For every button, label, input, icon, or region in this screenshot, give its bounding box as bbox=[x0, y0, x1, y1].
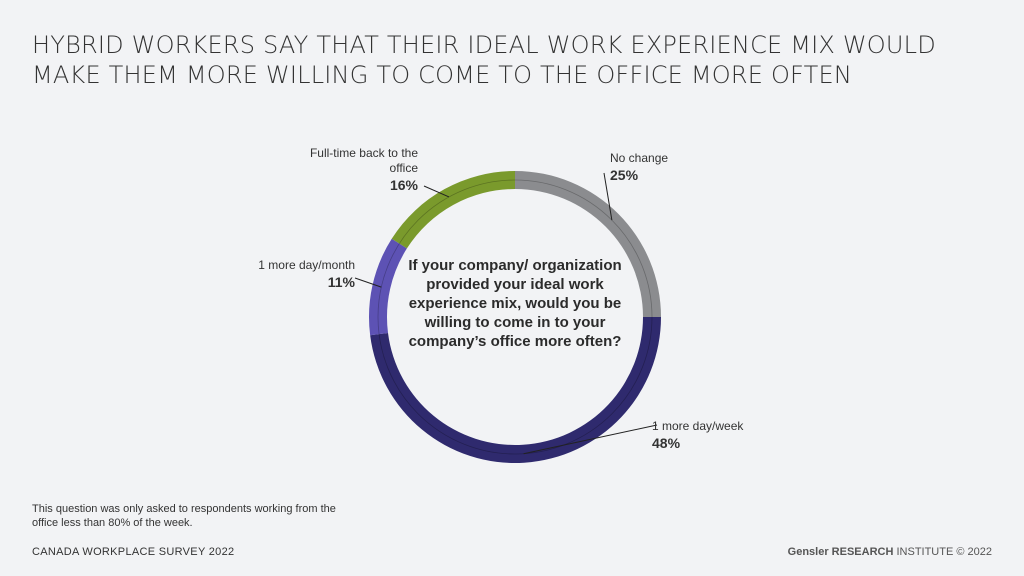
title-line-1: HYBRID WORKERS SAY THAT THEIR IDEAL WORK… bbox=[32, 31, 936, 59]
label-one-day-week-pct: 48% bbox=[652, 435, 681, 451]
footnote: This question was only asked to responde… bbox=[32, 503, 336, 529]
label-full-time-pct: 16% bbox=[389, 177, 418, 193]
title-line-2: MAKE THEM MORE WILLING TO COME TO THE OF… bbox=[32, 61, 852, 89]
leader-line-1 bbox=[523, 424, 658, 455]
label-no-change: No change 25% bbox=[610, 151, 668, 184]
survey-name: CANADA WORKPLACE SURVEY 2022 bbox=[32, 546, 235, 558]
leader-line-0 bbox=[603, 172, 613, 221]
label-full-time-text: Full-time back to the office bbox=[309, 146, 418, 175]
label-full-time: Full-time back to the office 16% bbox=[300, 146, 418, 194]
label-one-day-month-pct: 11% bbox=[327, 274, 355, 290]
leader-line-2 bbox=[354, 277, 382, 288]
donut-midline bbox=[377, 179, 653, 455]
label-no-change-text: No change bbox=[610, 151, 669, 165]
label-one-day-week-text: 1 more day/week bbox=[652, 419, 744, 433]
leader-line-3 bbox=[423, 185, 450, 198]
label-one-day-month-text: 1 more day/month bbox=[258, 258, 355, 272]
label-one-day-month: 1 more day/month 11% bbox=[225, 258, 355, 291]
label-one-day-week: 1 more day/week 48% bbox=[652, 419, 743, 452]
brand-name: Gensler RESEARCH bbox=[787, 546, 894, 558]
slice-no-change bbox=[515, 171, 661, 317]
slice-1-more-day-month bbox=[368, 238, 407, 336]
label-no-change-pct: 25% bbox=[610, 167, 639, 183]
brand-institute: INSTITUTE © 2022 bbox=[893, 546, 992, 558]
slice-1-more-day-week bbox=[370, 317, 661, 464]
slice-full-time-back-to-the-office bbox=[391, 171, 515, 249]
chart-center-question: If your company/ organization provided y… bbox=[408, 257, 622, 350]
brand-credit: Gensler RESEARCH INSTITUTE © 2022 bbox=[788, 546, 992, 558]
page-title: HYBRID WORKERS SAY THAT THEIR IDEAL WORK… bbox=[32, 30, 936, 90]
